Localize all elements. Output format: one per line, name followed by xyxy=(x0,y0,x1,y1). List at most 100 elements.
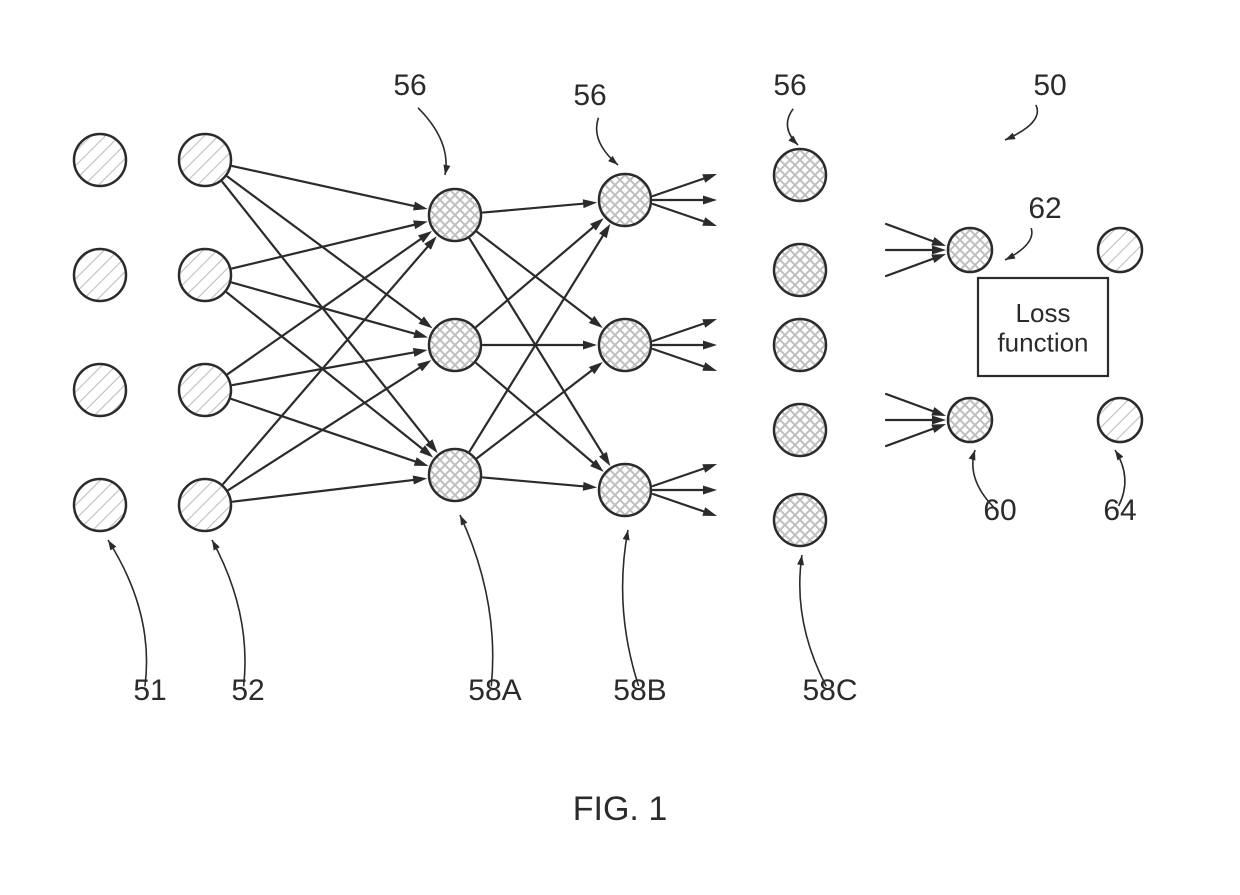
node-l4n0 xyxy=(774,149,826,201)
arrowhead xyxy=(702,319,717,328)
edge xyxy=(886,427,938,446)
label-arrowhead xyxy=(1005,252,1015,260)
ref-label: 50 xyxy=(1033,69,1066,102)
ref-label: 64 xyxy=(1103,494,1136,527)
node-l2n0 xyxy=(429,189,481,241)
arrowhead xyxy=(932,416,946,425)
arrowhead xyxy=(702,507,717,516)
node-l3n1 xyxy=(599,319,651,371)
figure-caption: FIG. 1 xyxy=(573,790,667,828)
label-arrowhead xyxy=(212,540,220,550)
label-arrowhead xyxy=(788,135,798,145)
label-leader xyxy=(1005,228,1032,260)
arrowhead xyxy=(931,237,946,246)
node-l1n3 xyxy=(179,479,231,531)
label-arrowhead xyxy=(108,540,116,550)
edge xyxy=(886,257,938,276)
label-arrowhead xyxy=(623,530,630,540)
node-outA xyxy=(948,228,992,272)
ref-label: 56 xyxy=(773,69,806,102)
label-arrowhead xyxy=(1005,133,1016,140)
ref-label: 52 xyxy=(231,674,264,707)
arrowhead xyxy=(931,407,946,416)
node-l0n0 xyxy=(74,134,126,186)
arrowhead xyxy=(702,464,717,473)
edge xyxy=(470,239,606,459)
edge xyxy=(223,243,431,484)
edge xyxy=(886,224,938,243)
arrowhead xyxy=(931,254,946,263)
edge xyxy=(653,467,709,486)
label-leader xyxy=(460,515,493,686)
arrowhead xyxy=(413,202,428,211)
label-leader xyxy=(800,555,826,686)
edge xyxy=(483,477,589,486)
node-l0n3 xyxy=(74,479,126,531)
node-l4n1 xyxy=(774,244,826,296)
loss-function-text: Loss xyxy=(1016,298,1071,328)
edge xyxy=(653,177,709,196)
node-l0n1 xyxy=(74,249,126,301)
label-leader xyxy=(597,118,618,165)
ref-label: 56 xyxy=(573,79,606,112)
edge xyxy=(228,236,425,374)
arrowhead xyxy=(413,476,427,485)
node-l1n1 xyxy=(179,249,231,301)
node-outB xyxy=(948,398,992,442)
ref-label: 58B xyxy=(613,674,666,707)
ref-label: 60 xyxy=(983,494,1016,527)
arrowhead xyxy=(599,224,610,238)
loss-function-text: function xyxy=(997,328,1088,358)
node-l4n2 xyxy=(774,319,826,371)
edge xyxy=(470,231,606,451)
figure-svg: Lossfunction5656565062515258A58B58C6064F… xyxy=(0,0,1240,895)
arrowhead xyxy=(932,246,946,255)
arrowhead xyxy=(419,316,433,328)
node-l2n2 xyxy=(429,449,481,501)
node-l3n0 xyxy=(599,174,651,226)
edge xyxy=(232,399,421,463)
arrowhead xyxy=(583,341,597,350)
arrowhead xyxy=(413,329,428,338)
arrowhead xyxy=(583,199,597,208)
ref-label: 56 xyxy=(393,69,426,102)
arrowhead xyxy=(703,196,717,205)
node-l2n1 xyxy=(429,319,481,371)
node-l0n2 xyxy=(74,364,126,416)
label-arrowhead xyxy=(969,450,976,461)
edge xyxy=(232,283,420,336)
arrowhead xyxy=(414,457,429,466)
edge xyxy=(483,203,589,212)
edge xyxy=(886,394,938,413)
label-leader xyxy=(108,540,147,686)
node-l4n3 xyxy=(774,404,826,456)
ref-label: 58A xyxy=(468,674,521,707)
node-tgtB xyxy=(1098,398,1142,442)
edge xyxy=(653,494,709,513)
label-arrowhead xyxy=(797,555,804,565)
arrowhead xyxy=(583,482,597,491)
edge xyxy=(228,177,426,324)
arrowhead xyxy=(413,348,428,357)
ref-label: 62 xyxy=(1028,192,1061,225)
arrowhead xyxy=(599,452,610,466)
arrowhead xyxy=(702,174,717,183)
node-l3n2 xyxy=(599,464,651,516)
label-leader xyxy=(418,108,446,175)
arrowhead xyxy=(702,217,717,226)
arrowhead xyxy=(702,362,717,371)
label-arrowhead xyxy=(460,515,467,526)
label-leader xyxy=(623,530,639,686)
label-leader xyxy=(212,540,245,686)
edge xyxy=(653,204,709,223)
node-l1n0 xyxy=(179,134,231,186)
arrowhead xyxy=(703,486,717,495)
node-tgtA xyxy=(1098,228,1142,272)
arrowhead xyxy=(931,424,946,433)
label-leader xyxy=(1005,105,1037,140)
arrowhead xyxy=(703,341,717,350)
node-l4n4 xyxy=(774,494,826,546)
edge xyxy=(653,349,709,368)
ref-label: 51 xyxy=(133,674,166,707)
edges-layer xyxy=(222,166,946,516)
